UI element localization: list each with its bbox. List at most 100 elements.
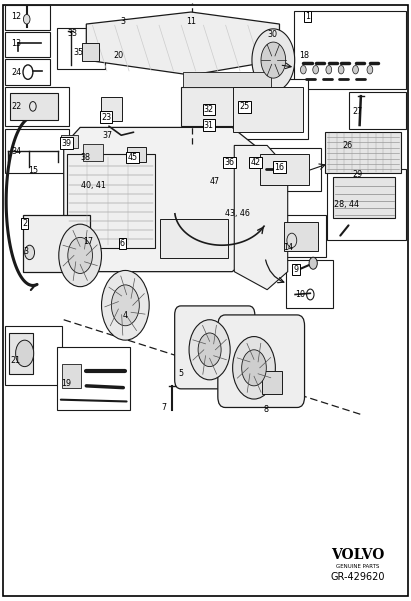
Bar <box>262 371 282 394</box>
Text: 11: 11 <box>186 17 196 25</box>
Text: 24: 24 <box>12 68 21 76</box>
Text: 17: 17 <box>83 237 93 246</box>
Text: 22: 22 <box>12 103 21 111</box>
Bar <box>5 87 69 126</box>
Text: 15: 15 <box>28 166 38 175</box>
Text: 7: 7 <box>161 403 166 412</box>
Text: 25: 25 <box>240 103 249 111</box>
Text: VOLVO: VOLVO <box>331 548 384 563</box>
Bar <box>333 177 395 218</box>
Text: 12: 12 <box>12 13 21 21</box>
Text: 9: 9 <box>293 265 298 273</box>
Text: 26: 26 <box>342 141 352 150</box>
Text: 34: 34 <box>12 147 21 156</box>
Text: 33: 33 <box>67 29 77 37</box>
Circle shape <box>313 66 319 74</box>
Circle shape <box>189 320 230 380</box>
Text: 6: 6 <box>120 239 125 248</box>
Text: 4: 4 <box>123 311 128 320</box>
FancyBboxPatch shape <box>218 315 305 407</box>
Text: 1: 1 <box>305 12 310 20</box>
Text: GENUINE PARTS: GENUINE PARTS <box>336 564 379 569</box>
Text: 42: 42 <box>251 158 261 166</box>
Text: 20: 20 <box>113 51 123 59</box>
Bar <box>294 11 406 89</box>
Bar <box>284 222 318 251</box>
Bar <box>160 219 228 258</box>
Bar <box>228 79 308 139</box>
Polygon shape <box>64 127 255 272</box>
Bar <box>67 154 155 248</box>
Circle shape <box>367 66 373 74</box>
Circle shape <box>16 340 34 367</box>
Polygon shape <box>252 29 295 91</box>
Circle shape <box>338 66 344 74</box>
Polygon shape <box>234 145 288 290</box>
Bar <box>101 97 122 121</box>
Text: 29: 29 <box>353 170 363 178</box>
Circle shape <box>198 333 221 367</box>
Bar <box>5 326 62 385</box>
Text: 45: 45 <box>127 153 137 162</box>
Bar <box>233 87 303 132</box>
Bar <box>9 333 33 374</box>
Bar <box>23 215 90 272</box>
Bar <box>260 154 309 185</box>
Text: 27: 27 <box>353 107 363 115</box>
Bar <box>181 87 273 126</box>
Text: 39: 39 <box>62 139 72 147</box>
Circle shape <box>309 257 317 269</box>
Text: 31: 31 <box>204 121 214 129</box>
Bar <box>5 32 50 57</box>
Text: 16: 16 <box>275 163 284 171</box>
Text: 2: 2 <box>22 219 27 228</box>
Circle shape <box>111 285 139 326</box>
Text: 13: 13 <box>12 40 21 48</box>
FancyBboxPatch shape <box>175 306 255 389</box>
Text: 8: 8 <box>264 406 269 414</box>
Circle shape <box>233 337 275 399</box>
Text: 3: 3 <box>23 247 28 255</box>
Text: 40, 41: 40, 41 <box>81 181 106 189</box>
Circle shape <box>353 66 358 74</box>
Circle shape <box>59 224 102 287</box>
Text: 10: 10 <box>295 290 305 299</box>
Circle shape <box>242 350 266 386</box>
Text: 43, 46: 43, 46 <box>225 209 250 218</box>
Bar <box>61 135 78 148</box>
Bar <box>286 260 333 308</box>
Text: 47: 47 <box>210 177 219 186</box>
Text: 37: 37 <box>103 131 113 139</box>
Text: 14: 14 <box>284 243 293 252</box>
Bar <box>183 72 271 87</box>
Bar <box>327 169 406 240</box>
Text: 38: 38 <box>81 153 90 162</box>
Polygon shape <box>261 42 286 78</box>
Circle shape <box>25 245 35 260</box>
Bar <box>127 147 146 162</box>
Text: 32: 32 <box>204 105 214 114</box>
Bar <box>5 129 69 173</box>
Circle shape <box>300 66 306 74</box>
Bar <box>349 92 406 129</box>
Text: 30: 30 <box>267 31 277 39</box>
Bar <box>82 43 99 61</box>
Bar <box>279 215 326 257</box>
Text: GR-429620: GR-429620 <box>330 572 385 582</box>
Text: 28, 44: 28, 44 <box>334 200 358 209</box>
Circle shape <box>68 237 92 273</box>
Text: 35: 35 <box>73 49 83 57</box>
Text: 18: 18 <box>299 52 309 60</box>
Bar <box>57 347 130 410</box>
Circle shape <box>102 270 149 340</box>
Bar <box>62 364 81 388</box>
Circle shape <box>23 14 30 24</box>
Text: 21: 21 <box>11 356 21 365</box>
Text: 23: 23 <box>101 113 111 121</box>
Text: 5: 5 <box>178 370 183 378</box>
Text: 36: 36 <box>224 158 234 166</box>
Circle shape <box>326 66 332 74</box>
Bar <box>83 144 103 161</box>
Bar <box>325 132 401 173</box>
Bar <box>5 59 50 85</box>
